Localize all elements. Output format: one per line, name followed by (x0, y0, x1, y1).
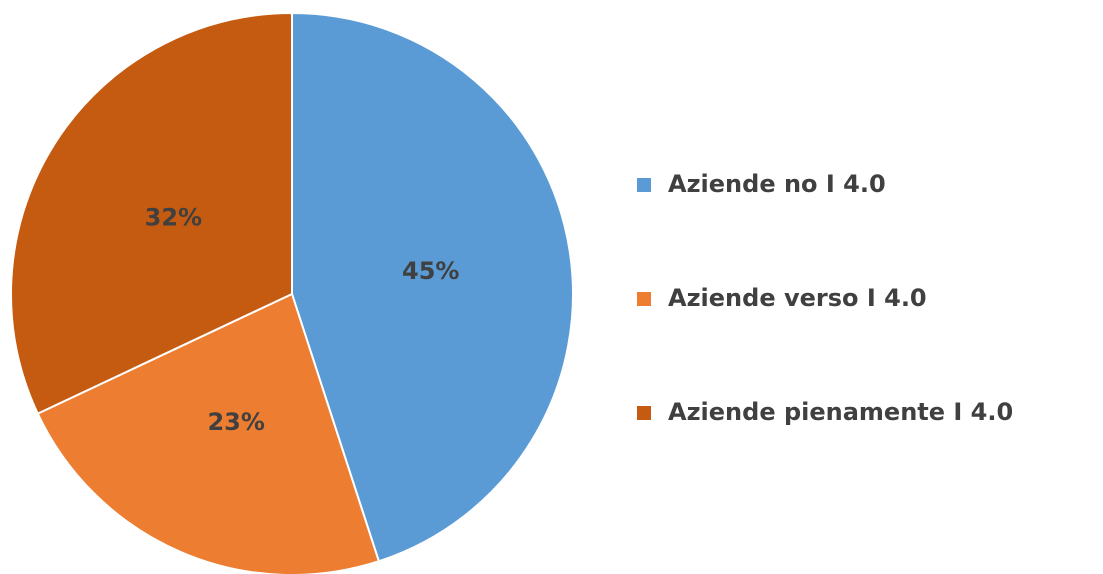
data-label: 32% (145, 204, 202, 232)
legend-label: Aziende pienamente I 4.0 (668, 398, 1013, 426)
data-label: 45% (402, 257, 459, 285)
legend-label: Aziende no I 4.0 (668, 170, 886, 198)
pie-slice (36, 292, 381, 574)
pie-slice (10, 11, 293, 415)
pie-slice (291, 11, 574, 563)
legend-swatch (637, 178, 651, 192)
legend-swatch (637, 292, 651, 306)
data-label: 23% (207, 408, 264, 436)
legend-label: Aziende verso I 4.0 (668, 284, 927, 312)
legend-swatch (637, 406, 651, 420)
